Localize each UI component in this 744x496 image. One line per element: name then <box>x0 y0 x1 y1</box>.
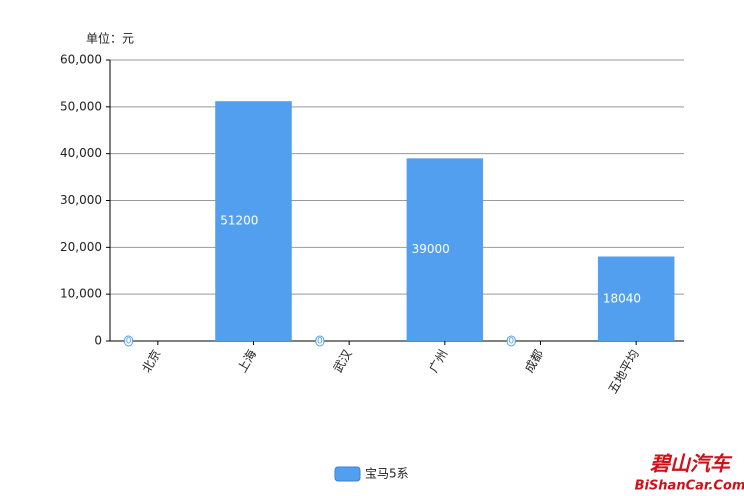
label-bubble <box>315 335 325 347</box>
data-label: 39000 <box>412 242 450 256</box>
data-label: 0 <box>508 337 514 347</box>
label-bubble <box>506 335 516 347</box>
legend-label: 宝马5系 <box>365 467 409 481</box>
y-tick-label: 10,000 <box>60 287 102 301</box>
y-tick-label: 20,000 <box>60 240 102 254</box>
y-tick-label: 60,000 <box>60 53 102 67</box>
bar <box>597 256 675 341</box>
y-tick-label: 30,000 <box>60 193 102 207</box>
legend-swatch <box>334 466 361 482</box>
watermark: 碧山汽车 <box>650 452 733 476</box>
unit-label: 单位：元 <box>86 31 134 46</box>
label-bubble <box>124 335 134 347</box>
x-tick-label: 上海 <box>234 347 259 375</box>
bar <box>215 101 292 341</box>
x-tick-label: 北京 <box>139 347 163 375</box>
y-tick-label: 40,000 <box>60 146 102 160</box>
watermark: BiShanCar.Com <box>635 479 744 494</box>
y-tick-label: 50,000 <box>60 99 102 113</box>
x-tick-label: 五地平均 <box>606 347 642 396</box>
bar <box>406 158 484 341</box>
y-tick-label: 0 <box>94 334 102 348</box>
x-tick-label: 武汉 <box>331 347 355 375</box>
data-label: 0 <box>317 337 323 347</box>
data-label: 51200 <box>220 214 258 228</box>
data-label: 18040 <box>603 291 641 305</box>
data-label: 0 <box>126 337 132 347</box>
x-tick-label: 成都 <box>522 347 546 375</box>
x-tick-label: 广州 <box>426 347 450 375</box>
